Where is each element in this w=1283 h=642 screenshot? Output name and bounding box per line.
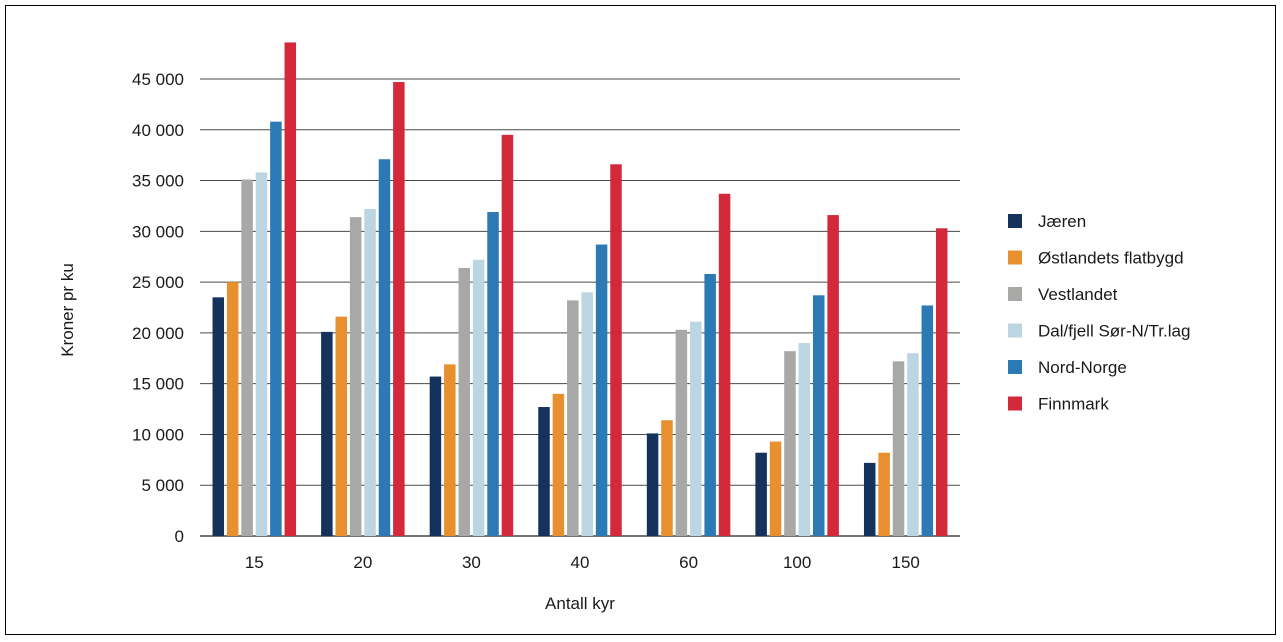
bar-dal-fjell-sør-n-tr-lag-40 bbox=[581, 292, 593, 536]
bar-jæren-30 bbox=[429, 376, 442, 536]
bar-nord-norge-20 bbox=[378, 159, 391, 536]
x-axis-title: Antall kyr bbox=[545, 594, 615, 613]
bar-jæren-60 bbox=[646, 433, 659, 536]
legend-label: Finnmark bbox=[1038, 395, 1109, 414]
bar-jæren-150 bbox=[863, 462, 876, 536]
bar-finnmark-15 bbox=[284, 42, 297, 536]
y-tick-label: 5 000 bbox=[141, 476, 184, 495]
bar-finnmark-30 bbox=[501, 134, 514, 536]
y-axis-ticks: 0 5 000 10 000 15 000 20 000 25 000 30 000 35 0… bbox=[132, 70, 184, 546]
bar-jæren-20 bbox=[321, 331, 333, 536]
x-tick-label: 30 bbox=[462, 553, 481, 572]
x-tick-label: 100 bbox=[783, 553, 811, 572]
bar-nord-norge-15 bbox=[270, 121, 282, 537]
bar-dal-fjell-sør-n-tr-lag-20 bbox=[364, 208, 376, 537]
legend-swatch bbox=[1008, 360, 1022, 374]
legend-label: Dal/fjell Sør-N/Tr.lag bbox=[1038, 322, 1190, 341]
x-tick-label: 20 bbox=[353, 553, 372, 572]
y-tick-label: 35 000 bbox=[132, 172, 184, 191]
legend-swatch bbox=[1008, 287, 1022, 301]
legend-label: Østlandets flatbygd bbox=[1038, 249, 1184, 268]
bar-østlandets-flatbygd-20 bbox=[335, 316, 348, 536]
bar-vestlandet-150 bbox=[892, 361, 905, 536]
bar-finnmark-100 bbox=[827, 215, 839, 536]
bar-nord-norge-100 bbox=[812, 295, 825, 536]
bar-østlandets-flatbygd-30 bbox=[444, 364, 456, 536]
y-tick-label: 0 bbox=[175, 527, 184, 546]
y-axis-title: Kroner pr ku bbox=[58, 263, 77, 357]
bar-østlandets-flatbygd-150 bbox=[878, 452, 890, 536]
y-tick-label: 10 000 bbox=[132, 425, 184, 444]
bar-jæren-100 bbox=[755, 452, 767, 536]
x-tick-label: 150 bbox=[892, 553, 920, 572]
bar-nord-norge-60 bbox=[704, 273, 716, 536]
bars bbox=[212, 42, 948, 537]
legend: Jæren Østlandets flatbygd Vestlandet Dal/fj… bbox=[1008, 212, 1190, 414]
legend-swatch bbox=[1008, 323, 1022, 338]
bar-vestlandet-40 bbox=[567, 300, 579, 536]
legend-label: Vestlandet bbox=[1038, 285, 1118, 304]
bar-nord-norge-30 bbox=[487, 212, 499, 536]
y-tick-label: 40 000 bbox=[132, 121, 184, 140]
bar-østlandets-flatbygd-100 bbox=[769, 441, 782, 536]
bar-finnmark-150 bbox=[935, 228, 948, 536]
bar-finnmark-60 bbox=[718, 193, 731, 536]
legend-swatch bbox=[1008, 250, 1022, 265]
x-tick-label: 40 bbox=[571, 553, 590, 572]
x-axis-ticks: 15 20 30 40 60 100 150 bbox=[245, 553, 920, 572]
legend-label: Nord-Norge bbox=[1038, 358, 1127, 377]
y-tick-label: 30 000 bbox=[132, 222, 184, 241]
bar-dal-fjell-sør-n-tr-lag-30 bbox=[472, 259, 485, 536]
bar-nord-norge-150 bbox=[921, 305, 934, 536]
bar-jæren-40 bbox=[538, 407, 550, 536]
bar-dal-fjell-sør-n-tr-lag-60 bbox=[690, 321, 702, 536]
bar-jæren-15 bbox=[212, 297, 225, 536]
legend-swatch bbox=[1008, 214, 1022, 228]
bar-østlandets-flatbygd-40 bbox=[552, 393, 565, 536]
bar-østlandets-flatbygd-60 bbox=[661, 420, 673, 536]
y-tick-label: 15 000 bbox=[132, 375, 184, 394]
bar-vestlandet-15 bbox=[241, 179, 253, 537]
y-tick-label: 45 000 bbox=[132, 70, 184, 89]
bar-dal-fjell-sør-n-tr-lag-100 bbox=[798, 343, 811, 536]
legend-swatch bbox=[1008, 396, 1022, 411]
bar-nord-norge-40 bbox=[595, 244, 608, 536]
x-tick-label: 60 bbox=[679, 553, 698, 572]
bar-vestlandet-30 bbox=[458, 267, 470, 536]
bar-dal-fjell-sør-n-tr-lag-15 bbox=[255, 172, 268, 537]
bar-dal-fjell-sør-n-tr-lag-150 bbox=[907, 353, 919, 536]
gridlines bbox=[200, 78, 960, 537]
x-tick-label: 15 bbox=[245, 553, 264, 572]
bar-vestlandet-20 bbox=[349, 217, 362, 537]
y-tick-label: 25 000 bbox=[132, 273, 184, 292]
bar-vestlandet-100 bbox=[784, 351, 796, 536]
bar-finnmark-20 bbox=[393, 82, 405, 537]
bar-finnmark-40 bbox=[610, 164, 622, 536]
legend-label: Jæren bbox=[1038, 212, 1086, 231]
bar-østlandets-flatbygd-15 bbox=[226, 282, 239, 536]
y-tick-label: 20 000 bbox=[132, 324, 184, 343]
bar-vestlandet-60 bbox=[675, 329, 688, 536]
